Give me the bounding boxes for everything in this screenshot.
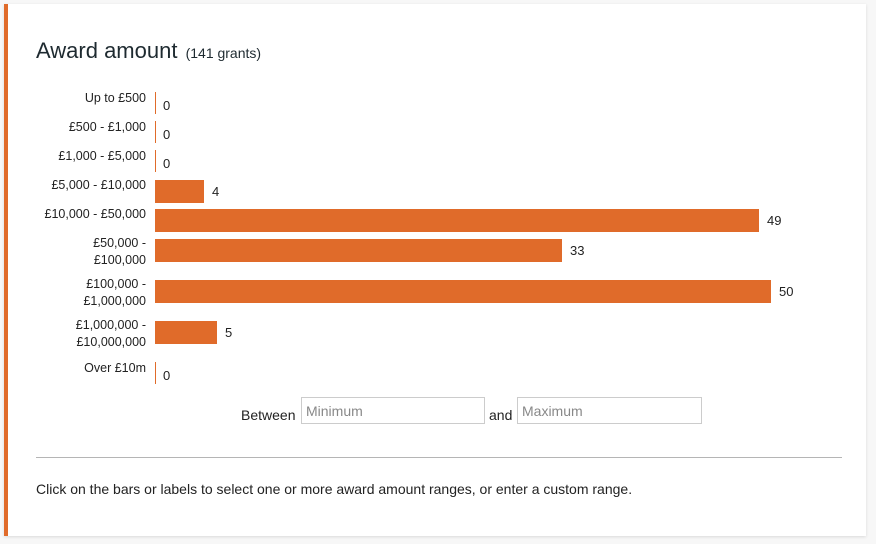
grant-count: (141 grants) <box>185 45 262 61</box>
bar-value: 0 <box>163 156 171 171</box>
label-line: £10,000,000 <box>76 335 146 349</box>
bar[interactable] <box>155 239 562 262</box>
range-label[interactable]: Up to £500 <box>16 90 146 107</box>
bar-value: 4 <box>212 184 220 199</box>
bar-value: 0 <box>163 368 171 383</box>
label-line: £100,000 - <box>86 277 146 291</box>
bar-value: 0 <box>163 127 171 142</box>
range-label[interactable]: £50,000 - £100,000 <box>16 235 146 269</box>
range-label[interactable]: £1,000,000 - £10,000,000 <box>16 317 146 351</box>
help-text: Click on the bars or labels to select on… <box>36 481 633 497</box>
zero-bar[interactable] <box>155 92 156 114</box>
award-amount-panel: Award amount (141 grants) Up to £500 0 £50… <box>4 4 866 536</box>
label-line: £500 - £1,000 <box>68 120 146 134</box>
label-line: £50,000 - <box>93 236 146 250</box>
label-line: £1,000,000 <box>83 294 146 308</box>
minimum-input[interactable] <box>301 397 485 424</box>
zero-bar[interactable] <box>155 121 156 143</box>
bar-value: 49 <box>767 213 782 228</box>
range-label[interactable]: £500 - £1,000 <box>16 119 146 136</box>
between-label: Between <box>241 407 296 423</box>
label-line: Up to £500 <box>84 91 146 105</box>
maximum-input[interactable] <box>517 397 702 424</box>
label-line: £100,000 <box>93 253 146 267</box>
bar-value: 5 <box>225 325 233 340</box>
title-text: Award amount <box>36 38 178 63</box>
zero-bar[interactable] <box>155 362 156 384</box>
and-label: and <box>489 407 513 423</box>
bar-value: 0 <box>163 98 171 113</box>
label-line: £1,000,000 - <box>75 318 146 332</box>
label-line: £10,000 - £50,000 <box>44 207 146 221</box>
bar[interactable] <box>155 209 759 232</box>
bar-value: 33 <box>570 243 585 258</box>
range-label[interactable]: £5,000 - £10,000 <box>16 177 146 194</box>
zero-bar[interactable] <box>155 150 156 172</box>
bar[interactable] <box>155 321 217 344</box>
label-line: Over £10m <box>84 361 146 375</box>
label-line: £5,000 - £10,000 <box>51 178 146 192</box>
bar[interactable] <box>155 180 204 203</box>
label-line: £1,000 - £5,000 <box>58 149 146 163</box>
bar[interactable] <box>155 280 771 303</box>
range-label[interactable]: £10,000 - £50,000 <box>16 206 146 223</box>
range-label[interactable]: £100,000 - £1,000,000 <box>16 276 146 310</box>
range-label[interactable]: £1,000 - £5,000 <box>16 148 146 165</box>
divider <box>36 457 842 458</box>
range-label[interactable]: Over £10m <box>16 360 146 377</box>
bar-value: 50 <box>779 284 794 299</box>
panel-title: Award amount (141 grants) <box>36 38 261 64</box>
